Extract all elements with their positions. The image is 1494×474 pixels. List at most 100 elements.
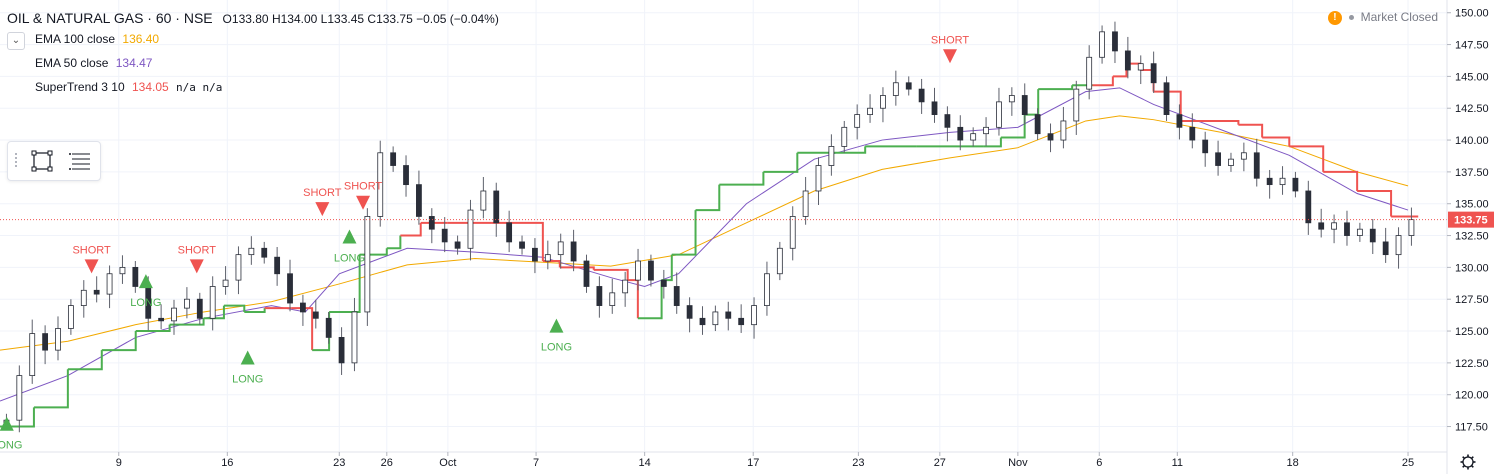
- ema-50-line: [0, 87, 1409, 402]
- candle-body: [867, 107, 873, 115]
- candle-body: [544, 254, 551, 262]
- rectangle-select-icon[interactable]: [28, 147, 56, 175]
- candle-body: [184, 298, 190, 309]
- candle-body: [841, 126, 848, 147]
- candle-body: [506, 222, 513, 243]
- price-tick-label: 122.50: [1455, 358, 1489, 370]
- gear-icon-tooth: [1462, 464, 1466, 468]
- candle-body: [609, 292, 616, 306]
- candle-body: [1240, 152, 1247, 160]
- time-tick-label: 11: [1172, 457, 1183, 469]
- supertrend-segment: [169, 318, 205, 326]
- market-status[interactable]: ! Market Closed: [1327, 10, 1438, 25]
- candle-body: [686, 305, 693, 319]
- candle-body: [660, 279, 667, 287]
- candle-body: [983, 126, 989, 135]
- candle-body: [892, 82, 899, 96]
- candle-body: [428, 216, 435, 230]
- low-label: L: [320, 12, 328, 26]
- supertrend-segment: [1038, 85, 1074, 91]
- indicator-value: 136.40: [122, 32, 160, 46]
- supertrend-segment: [1323, 170, 1359, 191]
- short-signal-arrow: [315, 202, 330, 217]
- candle-body: [673, 286, 680, 306]
- series-line: [0, 87, 1409, 402]
- price-tick-label: 137.50: [1455, 167, 1489, 179]
- time-tick-label: 23: [333, 457, 345, 469]
- candle-body: [970, 133, 977, 141]
- candle-body: [171, 307, 177, 322]
- menu-lines-icon[interactable]: [66, 147, 94, 175]
- alert-icon[interactable]: !: [1327, 10, 1342, 25]
- candle-body: [1189, 126, 1196, 141]
- open-label: O: [222, 12, 232, 26]
- last-price-badge: [1448, 211, 1494, 228]
- candle-body: [1344, 222, 1350, 236]
- supertrend-segment: [1112, 63, 1128, 78]
- chevron-down-icon[interactable]: ⌄: [7, 32, 25, 50]
- candle-body: [467, 209, 474, 249]
- candle-body: [1047, 133, 1054, 141]
- long-signal-arrow: [342, 229, 357, 244]
- grid-lines: [0, 0, 1447, 452]
- supertrend-segment: [33, 369, 69, 409]
- time-axis[interactable]: 9 16 23 26 Oct 7 14 17 23 27 Nov 6 11 18 25: [0, 451, 1476, 470]
- candle-body: [454, 241, 461, 249]
- candle-body: [67, 305, 74, 329]
- symbol-title[interactable]: OIL & NATURAL GAS · 60 · NSE: [7, 10, 213, 26]
- candle-body: [1112, 31, 1118, 52]
- long-signal-arrow: [138, 274, 153, 289]
- grip-icon[interactable]: [14, 151, 18, 171]
- short-signal-arrow: [356, 195, 371, 210]
- indicator-ema-50[interactable]: EMA 50 close 134.47: [35, 56, 152, 70]
- change-value: −0.05 (−0.04%): [416, 12, 499, 26]
- supertrend-segment: [542, 260, 561, 268]
- supertrend-segment: [67, 350, 103, 371]
- candles: [3, 21, 1415, 433]
- candle-body: [1176, 114, 1183, 128]
- time-tick-label: 27: [934, 457, 946, 469]
- gear-icon: [1462, 456, 1474, 468]
- long-signal-arrow: [0, 416, 14, 431]
- high-label: H: [271, 12, 281, 26]
- candle-body: [196, 298, 203, 319]
- supertrend-segment: [1238, 123, 1264, 138]
- drawing-toolbar: [7, 141, 101, 181]
- candle-body: [1318, 222, 1325, 230]
- price-axis[interactable]: 117.50 120.00 122.50 125.00 127.50 130.00 132.…: [1446, 0, 1489, 474]
- supertrend-segment: [1180, 119, 1240, 125]
- candle-body: [751, 305, 757, 326]
- low-value: 133.45: [327, 12, 365, 26]
- candle-body: [596, 286, 603, 306]
- candle-body: [802, 190, 809, 217]
- candle-body: [80, 289, 87, 306]
- candle-body: [918, 88, 925, 103]
- candle-body: [390, 152, 397, 166]
- price-tick-label: 150.00: [1455, 8, 1489, 20]
- candle-body: [854, 114, 861, 128]
- legend-title-row: OIL & NATURAL GAS · 60 · NSE O133.80 H13…: [7, 10, 499, 26]
- candle-body: [1369, 228, 1376, 243]
- ohlc-values: O133.80 H134.00 L133.45 C133.75 −0.05 (−…: [223, 12, 499, 26]
- candle-body: [274, 256, 281, 275]
- candle-body: [776, 247, 783, 275]
- candle-body: [403, 165, 409, 186]
- candle-body: [235, 254, 242, 281]
- time-tick-label: Nov: [1008, 457, 1028, 469]
- candle-body: [132, 266, 139, 287]
- candle-body: [1408, 219, 1415, 236]
- indicator-ema-100[interactable]: EMA 100 close 136.40: [35, 32, 159, 46]
- candle-body: [1382, 241, 1389, 256]
- candle-body: [1021, 95, 1028, 115]
- trade-signals: LONG SHORT LONG SHORT LONG SHORT LONG SHORT LONG…: [0, 34, 969, 452]
- indicator-supertrend[interactable]: SuperTrend 3 10 134.05 n/a n/a: [35, 80, 222, 94]
- supertrend-segment: [1357, 189, 1393, 217]
- candle-body: [905, 82, 912, 90]
- candle-body: [377, 152, 384, 217]
- candle-body: [1086, 56, 1093, 90]
- time-tick-label: 18: [1287, 457, 1299, 469]
- candle-body: [583, 260, 590, 287]
- last-price-line: 133.75: [0, 211, 1494, 228]
- candle-body: [519, 241, 525, 249]
